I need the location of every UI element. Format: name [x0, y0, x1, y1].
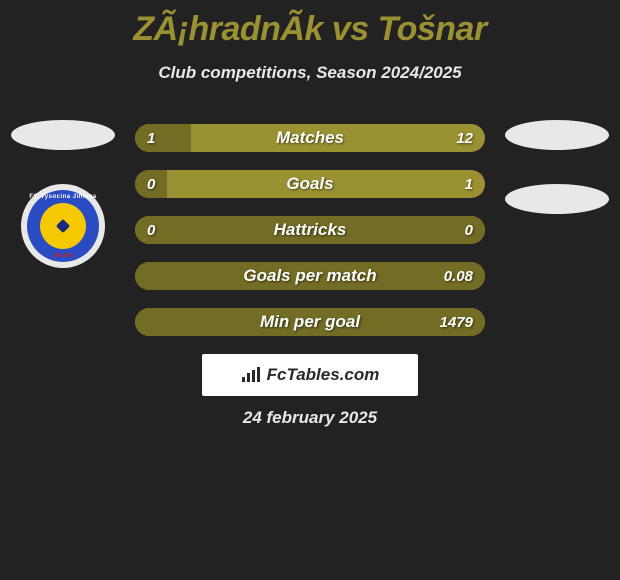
- club-badge-text-bottom: JIHLAVA: [27, 253, 99, 259]
- placeholder-oval-icon: [11, 120, 115, 150]
- right-badge-column: [502, 120, 612, 214]
- page-title: ZÃ¡hradnÃ­k vs Tošnar: [0, 0, 620, 49]
- placeholder-oval-icon: [505, 120, 609, 150]
- stat-bar-fill: [135, 308, 485, 336]
- stat-value-right: 12: [456, 124, 473, 152]
- stat-bar: Min per goal1479: [135, 308, 485, 336]
- stats-bars: 1Matches12 0Goals1 0Hattricks0 Goals per ma…: [135, 124, 485, 336]
- left-badge-column: FC Vysocina Jihlava JIHLAVA: [8, 120, 118, 268]
- stat-bar-fill: [135, 262, 485, 290]
- club-badge-left: FC Vysocina Jihlava JIHLAVA: [21, 184, 105, 268]
- branding-text: FcTables.com: [267, 365, 380, 385]
- club-badge-text-top: FC Vysocina Jihlava: [27, 194, 99, 200]
- stat-bar-fill: [135, 216, 485, 244]
- date-line: 24 february 2025: [0, 408, 620, 428]
- subtitle: Club competitions, Season 2024/2025: [0, 63, 620, 83]
- stat-bar: 0Goals1: [135, 170, 485, 198]
- placeholder-oval-icon: [505, 184, 609, 214]
- stat-bar-fill: [135, 124, 191, 152]
- stat-bar: Goals per match0.08: [135, 262, 485, 290]
- stat-label: Goals: [135, 170, 485, 198]
- stat-bar: 1Matches12: [135, 124, 485, 152]
- stat-bar-fill: [135, 170, 167, 198]
- soccer-ball-icon: [40, 203, 86, 249]
- branding-logo: FcTables.com: [202, 354, 418, 396]
- stat-value-right: 1: [465, 170, 473, 198]
- bar-chart-icon: [241, 367, 261, 383]
- stat-bar: 0Hattricks0: [135, 216, 485, 244]
